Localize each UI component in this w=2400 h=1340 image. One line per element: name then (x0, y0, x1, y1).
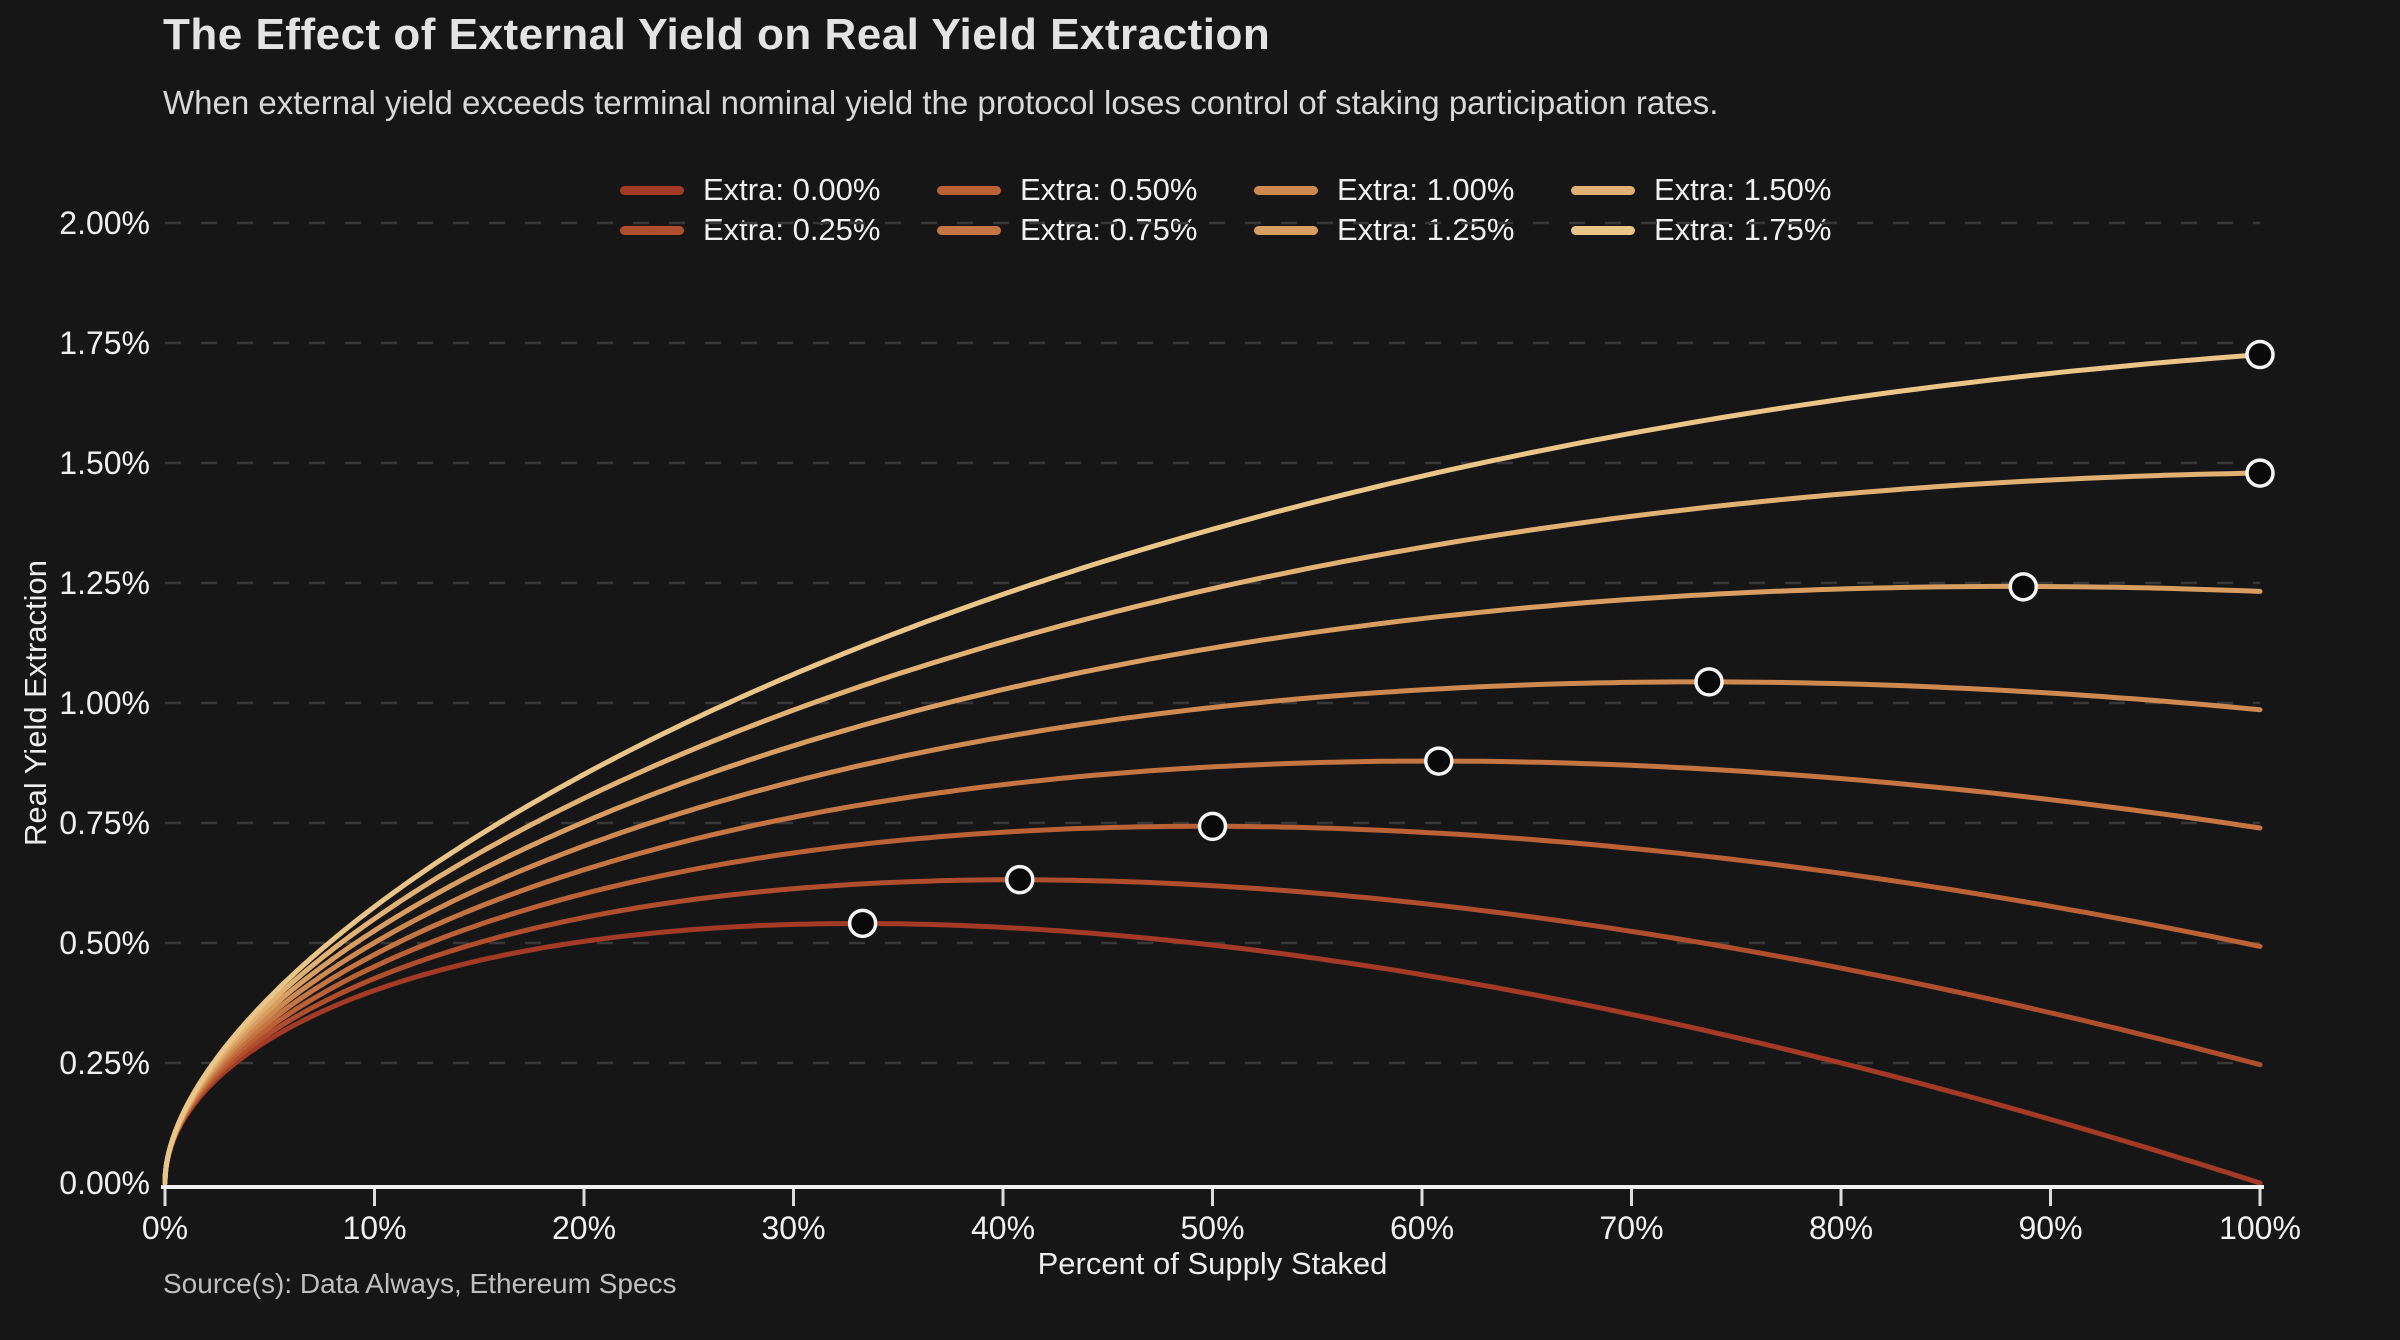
legend-swatch (1571, 185, 1635, 195)
legend-item: Extra: 1.00% (1254, 171, 1514, 209)
source-attribution: Source(s): Data Always, Ethereum Specs (163, 1268, 677, 1299)
legend-item: Extra: 1.75% (1571, 211, 1831, 249)
x-tick-label: 70% (1599, 1210, 1663, 1246)
legend-item: Extra: 0.00% (620, 171, 880, 209)
legend-label: Extra: 0.25% (703, 212, 881, 247)
legend-swatch (937, 185, 1001, 195)
x-tick-label: 50% (1180, 1210, 1244, 1246)
y-axis-title: Real Yield Extraction (18, 559, 53, 847)
yield-curves (162, 352, 2263, 1186)
x-tick-label: 10% (342, 1210, 406, 1246)
legend-swatch (1254, 225, 1318, 235)
y-tick-label: 0.75% (59, 805, 150, 841)
curve-1.75 (162, 352, 2263, 1186)
x-tick-label: 60% (1390, 1210, 1454, 1246)
legend-item: Extra: 0.25% (620, 211, 880, 249)
y-tick-label: 1.25% (59, 565, 150, 601)
y-tick-label: 0.50% (59, 925, 150, 961)
curve-0.50 (162, 823, 2263, 1186)
legend-item: Extra: 0.50% (937, 171, 1197, 209)
legend-swatch (620, 185, 684, 195)
max-marker (1197, 811, 1228, 842)
legend-label: Extra: 1.25% (1337, 212, 1515, 247)
max-marker (1424, 746, 1454, 776)
legend-label: Extra: 1.75% (1654, 212, 1832, 247)
legend-item: Extra: 1.50% (1571, 171, 1831, 209)
y-tick-label: 0.00% (59, 1165, 150, 1201)
curve-1.00 (162, 679, 2263, 1186)
x-tick-label: 40% (971, 1210, 1035, 1246)
y-axis-tick-labels: 0.00% 0.25% 0.50% 0.75% 1.00% 1.25% 1.50% 1.75%… (59, 205, 150, 1201)
chart-title: The Effect of External Yield on Real Yie… (163, 10, 1271, 59)
y-tick-label: 1.50% (59, 445, 150, 481)
max-marker (1005, 864, 1035, 895)
y-tick-label: 0.25% (59, 1045, 150, 1081)
legend-label: Extra: 0.75% (1020, 212, 1198, 247)
y-tick-label: 1.00% (59, 685, 150, 721)
legend-label: Extra: 0.50% (1020, 172, 1198, 207)
x-tick-label: 80% (1809, 1210, 1873, 1246)
max-marker (1694, 667, 1724, 697)
legend-swatch (1254, 185, 1318, 195)
legend-swatch (620, 225, 684, 235)
max-yield-markers (847, 339, 2275, 939)
x-axis-title: Percent of Supply Staked (1037, 1246, 1388, 1281)
legend-item: Extra: 1.25% (1254, 211, 1514, 249)
gridlines (165, 221, 2260, 1065)
x-tick-label: 100% (2219, 1210, 2301, 1246)
legend-label: Extra: 1.00% (1337, 172, 1515, 207)
legend-swatch (1571, 225, 1635, 235)
legend-label: Extra: 1.50% (1654, 172, 1832, 207)
y-tick-label: 1.75% (59, 325, 150, 361)
x-axis: 0% 10% 20% 30% 40% 50% 60% 70% 80% 90% 100% (142, 1185, 2301, 1246)
legend-item: Extra: 0.75% (937, 211, 1197, 249)
max-marker (2008, 572, 2039, 602)
legend-swatch (937, 225, 1001, 235)
chart-subtitle: When external yield exceeds terminal nom… (163, 84, 1719, 121)
y-tick-label: 2.00% (59, 205, 150, 241)
x-tick-label: 0% (142, 1210, 188, 1246)
x-tick-label: 20% (552, 1210, 616, 1246)
curve-0.00 (162, 921, 2263, 1186)
legend-label: Extra: 0.00% (703, 172, 881, 207)
max-marker (2245, 458, 2275, 488)
max-marker (847, 908, 878, 939)
max-marker (2245, 339, 2275, 370)
x-tick-label: 30% (761, 1210, 825, 1246)
x-tick-label: 90% (2018, 1210, 2082, 1246)
